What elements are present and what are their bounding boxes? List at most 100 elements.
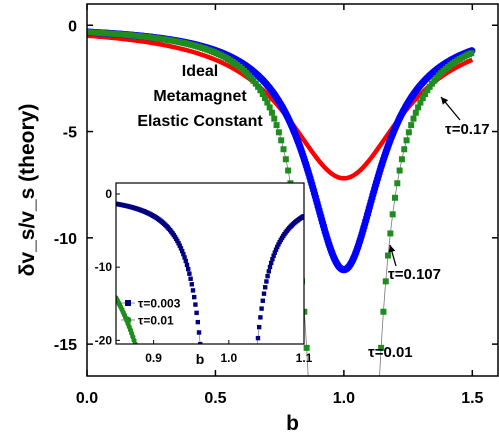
data-point xyxy=(334,384,340,390)
data-point xyxy=(270,257,275,262)
data-point xyxy=(183,258,188,264)
data-point xyxy=(396,167,403,174)
plot-frame xyxy=(86,3,499,377)
data-point xyxy=(271,115,278,122)
data-point xyxy=(369,384,375,390)
data-point xyxy=(356,384,362,390)
data-point xyxy=(261,291,267,296)
data-point xyxy=(358,384,364,390)
data-point xyxy=(313,384,319,390)
data-point xyxy=(280,146,287,153)
data-point xyxy=(256,324,262,330)
curve-label: τ=0.17 xyxy=(445,121,490,138)
annotation-line: Elastic Constant xyxy=(137,113,263,130)
data-point xyxy=(190,288,196,293)
data-point xyxy=(354,384,360,390)
data-point xyxy=(367,384,373,390)
data-point xyxy=(346,384,352,390)
data-point xyxy=(194,310,199,316)
data-point xyxy=(182,255,187,260)
data-point xyxy=(376,384,382,390)
data-point xyxy=(380,308,387,315)
data-point xyxy=(181,251,186,257)
data-point xyxy=(410,115,417,122)
data-point xyxy=(338,384,344,390)
data-point xyxy=(398,156,405,163)
data-point xyxy=(382,278,389,285)
data-point xyxy=(267,264,273,270)
data-point xyxy=(328,384,334,390)
data-point xyxy=(185,266,191,272)
inset-legend: τ=0.003 τ=0.01 xyxy=(121,297,181,328)
data-point xyxy=(374,384,380,390)
data-point xyxy=(332,384,338,390)
data-point xyxy=(389,211,396,218)
data-point xyxy=(405,129,412,136)
data-point xyxy=(419,95,426,102)
data-point xyxy=(412,109,419,116)
data-point xyxy=(263,285,268,290)
data-point xyxy=(350,384,356,390)
data-point xyxy=(361,384,367,390)
data-point xyxy=(468,50,475,57)
data-point xyxy=(184,262,190,268)
inset-plot-area xyxy=(116,201,304,352)
data-point xyxy=(324,384,330,390)
y-tick-label: 0 xyxy=(68,18,77,35)
data-point xyxy=(269,260,274,266)
inset-y-tick-label: -10 xyxy=(95,260,113,274)
data-point xyxy=(385,252,392,259)
data-point xyxy=(341,384,347,390)
inset-y-tick-label: -20 xyxy=(95,333,113,347)
data-point xyxy=(260,298,265,303)
inset-x-axis-label: b xyxy=(196,351,205,367)
x-axis-label: b xyxy=(286,412,299,435)
y-tick-label: -5 xyxy=(63,125,77,142)
x-tick-label: 0.0 xyxy=(76,390,98,407)
inset-frame xyxy=(115,182,305,345)
data-point xyxy=(331,384,337,390)
data-point xyxy=(259,306,264,311)
data-point xyxy=(415,104,422,111)
data-point xyxy=(259,91,266,98)
data-point xyxy=(365,384,371,390)
data-point xyxy=(424,87,431,94)
data-point xyxy=(177,243,182,248)
data-point xyxy=(275,244,280,250)
inset-series-tau-0.003 xyxy=(116,201,304,352)
data-point xyxy=(252,80,259,87)
data-point xyxy=(264,99,271,106)
data-point xyxy=(320,384,326,390)
data-point xyxy=(360,384,366,390)
data-point xyxy=(322,384,328,390)
inset-y-tick-label: 0 xyxy=(105,187,112,201)
x-tick-label: 1.5 xyxy=(461,390,483,407)
data-point xyxy=(342,384,348,390)
data-point xyxy=(355,384,361,390)
data-point xyxy=(337,384,343,390)
data-point xyxy=(187,271,192,276)
data-point xyxy=(351,384,357,390)
data-point xyxy=(352,384,358,390)
data-point xyxy=(195,319,201,325)
data-point xyxy=(273,122,280,129)
data-point xyxy=(333,384,339,390)
data-point xyxy=(426,83,433,90)
data-point xyxy=(308,384,314,390)
data-point xyxy=(394,180,401,187)
data-point xyxy=(266,269,272,274)
data-point xyxy=(258,315,263,320)
data-point xyxy=(255,335,261,341)
legend-label: τ=0.003 xyxy=(138,297,181,311)
y-tick-label: -10 xyxy=(54,231,77,248)
y-axis-label: δv_s/v_s (theory) xyxy=(16,104,39,277)
data-point xyxy=(336,384,342,390)
annotation-line: Ideal xyxy=(182,63,218,80)
x-tick-label: 0.5 xyxy=(204,390,226,407)
data-point xyxy=(179,248,185,254)
data-point xyxy=(347,384,353,390)
data-point xyxy=(255,348,259,352)
data-point xyxy=(189,282,194,287)
data-point xyxy=(319,384,325,390)
data-point xyxy=(278,137,285,144)
